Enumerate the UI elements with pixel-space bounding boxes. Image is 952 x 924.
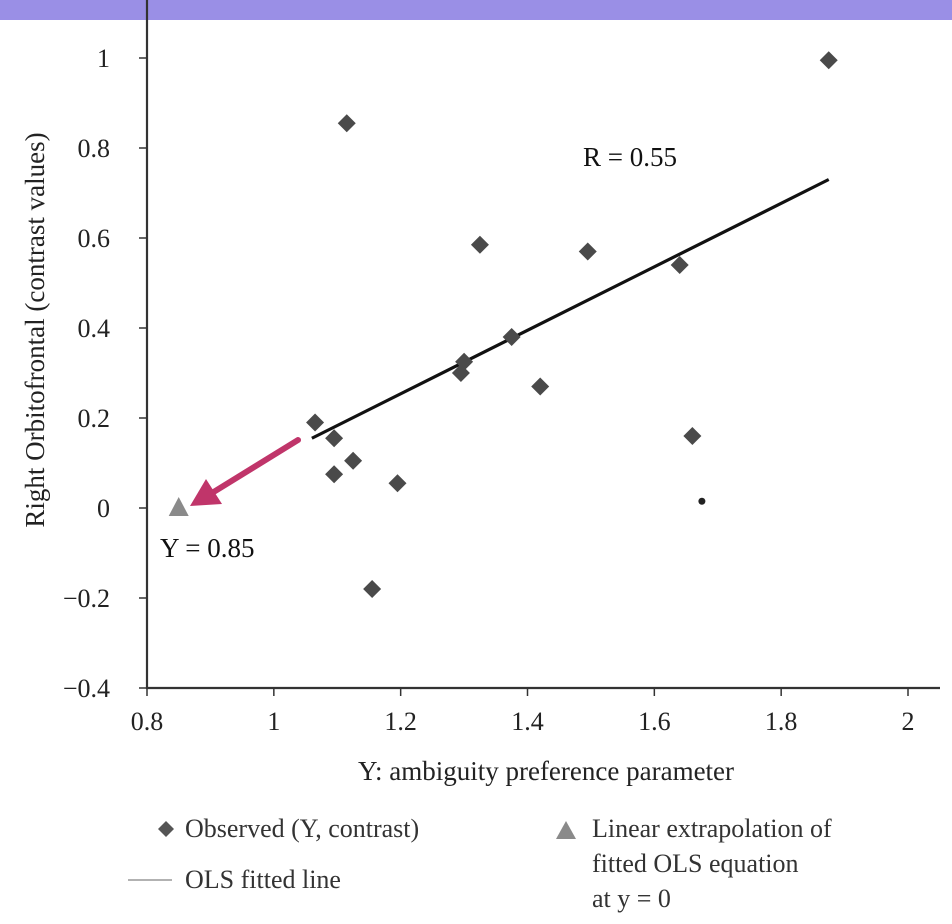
y-tick-label: 0.4 [78,314,111,343]
observed-point [531,377,550,396]
observed-point [683,427,702,445]
y-tick-label: 0 [97,494,110,523]
y-tick-label: 0.8 [78,134,111,163]
arrow-head [190,479,222,506]
legend: Observed (Y, contrast) OLS fitted line L… [128,814,832,913]
observed-point [670,256,689,274]
x-tick-label: 1.6 [638,707,671,736]
top-banner [0,0,952,20]
ols-fitted-line [311,178,830,440]
legend-diamond-icon [158,821,174,837]
x-tick-label: 1.8 [765,707,798,736]
ols-fitted-line-layer [311,178,830,440]
observed-point [578,242,597,261]
legend-extrapolation-label-3: at y = 0 [592,884,671,913]
observed-point [363,580,382,598]
y-tick-label: −0.4 [63,674,110,703]
extrapolation-point [168,497,189,516]
legend-triangle-icon [556,821,576,839]
observed-point [455,352,474,371]
axes [145,0,940,690]
x-tick-label: 1 [267,707,280,736]
stray-point [698,497,706,505]
y-tick-label: 0.6 [78,224,111,253]
legend-extrapolation-label-2: fitted OLS equation [592,849,799,878]
x-tick-label: 0.8 [131,707,164,736]
observed-point [502,328,521,346]
y-value-label: Y = 0.85 [160,533,254,563]
observed-point [325,429,344,448]
x-tick-label: 2 [902,707,915,736]
observed-point [388,474,407,493]
y-tick-label: −0.2 [63,584,110,613]
x-axis-title: Y: ambiguity preference parameter [358,756,734,786]
annotations: R = 0.55 Y = 0.85 [160,142,677,563]
observed-point [337,114,356,133]
data-points [168,51,838,598]
observed-point [344,451,363,470]
legend-ols-label: OLS fitted line [185,865,341,894]
r-value-label: R = 0.55 [583,142,677,172]
observed-point [325,465,344,484]
observed-point [306,413,325,432]
x-tick-label: 1.2 [384,707,417,736]
observed-point [819,51,838,70]
y-axis-title: Right Orbitofrontal (contrast values) [20,132,50,527]
arrow-shaft [209,437,301,496]
observed-point [470,235,489,254]
tick-labels: 0.8 1 1.2 1.4 1.6 1.8 2 1 0.8 0.6 0.4 0.2 0 −0.2 −0.4 [63,44,915,736]
y-tick-label: 0.2 [78,404,111,433]
x-tick-label: 1.4 [511,707,544,736]
legend-extrapolation-label-1: Linear extrapolation of [592,814,832,843]
legend-observed-label: Observed (Y, contrast) [185,814,419,843]
y-tick-label: 1 [97,44,110,73]
